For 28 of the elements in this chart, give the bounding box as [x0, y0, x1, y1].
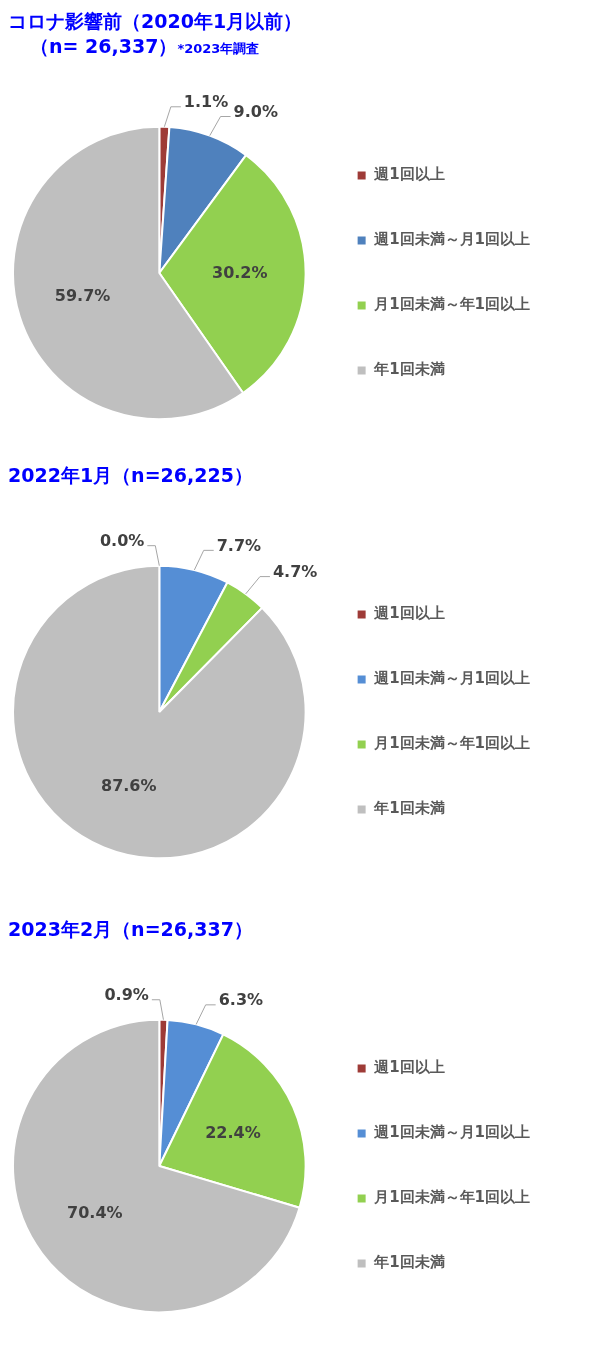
- legend-label: 週1回以上: [373, 165, 445, 184]
- text: *2023年調査: [177, 41, 260, 56]
- data-label: 59.7%: [54, 286, 111, 306]
- legend-label: 月1回未満～年1回以上: [373, 734, 530, 753]
- legend-label: 年1回未満: [373, 799, 445, 818]
- chart-title: コロナ影響前（2020年1月以前）: [7, 9, 304, 34]
- legend-label: 週1回未満～月1回以上: [373, 230, 530, 249]
- data-label: 9.0%: [233, 101, 278, 121]
- data-label: 0.9%: [104, 984, 149, 1004]
- chart-title: 2023年2月（n=26,337）: [7, 917, 254, 942]
- legend-label: 年1回未満: [373, 360, 445, 379]
- data-label: 4.7%: [272, 561, 318, 581]
- text: 0.0%: [99, 530, 145, 550]
- legend-label: 週1回以上: [373, 1058, 445, 1077]
- data-label: 6.3%: [218, 990, 264, 1010]
- legend-label: 週1回以上: [373, 604, 445, 623]
- data-label: 30.2%: [212, 263, 268, 283]
- legend-label: 週1回未満～月1回以上: [373, 1123, 530, 1142]
- data-label: 70.4%: [67, 1203, 123, 1223]
- legend-label: 月1回未満～年1回以上: [373, 295, 530, 314]
- data-label: 7.7%: [216, 535, 262, 555]
- legend-label: 週1回未満～月1回以上: [373, 669, 530, 688]
- data-label: 1.1%: [183, 91, 229, 111]
- legend-label: 月1回未満～年1回以上: [373, 1188, 530, 1207]
- legend-label: 年1回未満: [373, 1253, 445, 1272]
- chart-title: 2022年1月（n=26,225）: [7, 463, 254, 488]
- data-label: 22.4%: [205, 1122, 261, 1142]
- data-label: 87.6%: [100, 775, 157, 795]
